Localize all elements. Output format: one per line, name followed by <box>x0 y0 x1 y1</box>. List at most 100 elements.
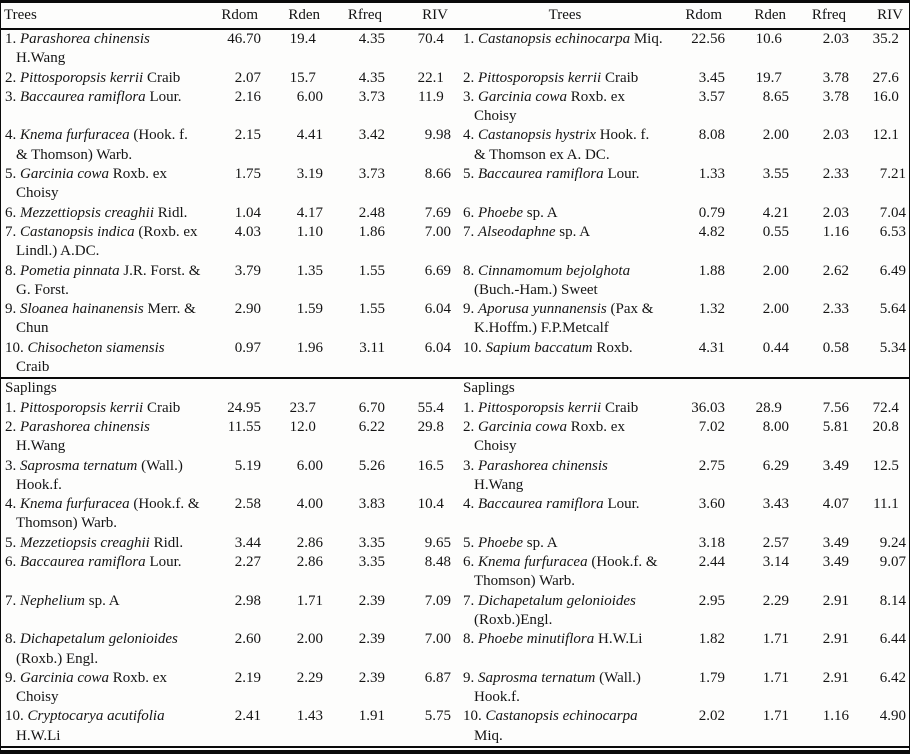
value: 11.1 <box>873 496 899 513</box>
name-text: H.Wang <box>474 476 524 493</box>
value: 1.59 <box>296 301 323 318</box>
species-name-line: 9. Garcinia cowa Roxb. ex <box>5 669 213 688</box>
value-cell: 7.00 <box>385 223 455 262</box>
species-name-line: 5. Phoebe sp. A <box>463 534 675 553</box>
species-name-line: & Thomson ex A. DC. <box>463 146 675 165</box>
value-cell: 2.29 <box>261 669 323 708</box>
value: 1.71 <box>762 631 789 648</box>
species-name-cell: 6. Phoebe sp. A <box>455 204 675 223</box>
value: 5.81 <box>822 418 849 435</box>
value-cell: 8.66 <box>385 165 455 204</box>
value-cell: 1.71 <box>725 707 789 747</box>
value-cell: 1.55 <box>323 262 385 301</box>
table-header: Trees Rdom Rden Rfreq RIV Trees Rdom Rde… <box>1 3 909 30</box>
species-name-line: 10. Castanopsis echinocarpa <box>463 707 675 726</box>
scientific-name: Knema furfuracea <box>20 127 130 144</box>
name-text: Lour. <box>603 166 640 183</box>
value-cell: 2.75 <box>675 457 725 496</box>
value: 12.0 <box>289 418 316 435</box>
species-name-line: Miq. <box>463 727 675 746</box>
value-cell: 1.35 <box>261 262 323 301</box>
name-text: 5. <box>5 534 20 551</box>
scientific-name: Saprosma ternatum <box>20 457 138 474</box>
name-text: Merr. & <box>143 301 196 318</box>
species-name-line: 5. Garcinia cowa Roxb. ex <box>5 165 213 184</box>
value-cell: 2.95 <box>675 592 725 631</box>
species-name-cell: 8. Pometia pinnata J.R. Forst. & G. Forst… <box>1 262 213 301</box>
value: 3.44 <box>234 534 261 551</box>
value-cell: 8.48 <box>385 553 455 592</box>
table-row: 1. Parashorea chinensis H.Wang 46.70 19.4 4.… <box>1 29 909 69</box>
value-cell: 2.39 <box>323 630 385 669</box>
value: 1.96 <box>296 339 323 356</box>
value-cell: 7.09 <box>385 592 455 631</box>
scientific-name: Knema furfuracea <box>20 496 130 513</box>
value: 9.24 <box>879 534 906 551</box>
value: 11.9 <box>418 88 444 105</box>
species-name-line: 4. Baccaurea ramiflora Lour. <box>463 495 675 514</box>
value: 1.33 <box>698 166 725 183</box>
species-name-line: 9. Sloanea hainanensis Merr. & <box>5 300 213 319</box>
scientific-name: Saprosma ternatum <box>478 669 596 686</box>
table-row: 2. Parashorea chinensis H.Wang 11.55 12.0 6.… <box>1 418 909 457</box>
value-cell: 2.58 <box>213 495 261 534</box>
name-text: sp. A <box>85 592 120 609</box>
species-name-line: 5. Baccaurea ramiflora Lour. <box>463 165 675 184</box>
value: 3.35 <box>358 534 385 551</box>
value-cell: 2.91 <box>789 669 849 708</box>
value: 12.5 <box>872 457 899 474</box>
name-text: 8. <box>463 631 478 648</box>
value-cell: 4.07 <box>789 495 849 534</box>
value-cell: 4.82 <box>675 223 725 262</box>
value-cell: 6.87 <box>385 669 455 708</box>
name-text: 6. <box>5 204 20 221</box>
species-name-cell: 5. Mezzetiopsis creaghii Ridl. <box>1 534 213 553</box>
name-text: (Roxb.) Engl. <box>16 650 99 667</box>
scientific-name: Pometia pinnata <box>20 262 120 279</box>
value-cell: 3.83 <box>323 495 385 534</box>
scientific-name: Cinnamomum bejolghota <box>478 262 631 279</box>
value-cell: 1.75 <box>213 165 261 204</box>
scientific-name: Sapium baccatum <box>485 339 593 356</box>
value-cell: 4.21 <box>725 204 789 223</box>
value: 4.35 <box>358 31 385 47</box>
scientific-name: Parashorea chinensis <box>20 31 150 47</box>
value: 3.73 <box>358 88 385 105</box>
column-header-rfreq-left: Rfreq <box>323 3 385 30</box>
species-name-line: H.Wang <box>463 476 675 495</box>
name-text: 9. <box>463 669 478 686</box>
value-cell: 23.7 <box>261 399 323 418</box>
column-header-rden-right: Rden <box>725 3 789 30</box>
species-name-cell: 3. Baccaurea ramiflora Lour. <box>1 88 213 127</box>
species-name-line: G. Forst. <box>5 281 213 300</box>
value: 2.33 <box>822 301 849 318</box>
name-text: & Thomson) Warb. <box>16 146 133 163</box>
value: 10.6 <box>755 31 782 47</box>
name-text: 3. <box>5 88 20 105</box>
value-cell: 0.44 <box>725 339 789 379</box>
value-cell: 2.98 <box>213 592 261 631</box>
name-text: 2. <box>5 69 20 86</box>
value: 3.79 <box>234 262 261 279</box>
value: 3.49 <box>822 554 849 571</box>
species-name-line: 9. Aporusa yunnanensis (Pax & <box>463 300 675 319</box>
value-cell: 11.55 <box>213 418 261 457</box>
value: 2.00 <box>762 301 789 318</box>
value-cell: 2.60 <box>213 630 261 669</box>
name-text: 8. <box>5 262 20 279</box>
value-cell: 1.71 <box>725 669 789 708</box>
name-text: Roxb. ex <box>109 669 167 686</box>
value: 0.55 <box>762 223 789 240</box>
scientific-name: Garcinia cowa <box>478 88 568 105</box>
species-name-cell: 5. Phoebe sp. A <box>455 534 675 553</box>
name-text: Lour. <box>145 88 182 105</box>
table-row: 10. Chisocheton siamensis Craib 0.97 1.96 3.… <box>1 339 909 379</box>
name-text: 4. <box>5 127 20 144</box>
species-name-line: 5. Mezzetiopsis creaghii Ridl. <box>5 534 213 553</box>
column-header-rdom-right: Rdom <box>675 3 725 30</box>
value-cell: 2.33 <box>789 165 849 204</box>
value-cell: 6.00 <box>261 88 323 127</box>
value-cell: 22.56 <box>675 29 725 69</box>
name-text: H.W.Li <box>16 727 61 744</box>
species-name-cell: 1. Castanopsis echinocarpa Miq. <box>455 29 675 69</box>
